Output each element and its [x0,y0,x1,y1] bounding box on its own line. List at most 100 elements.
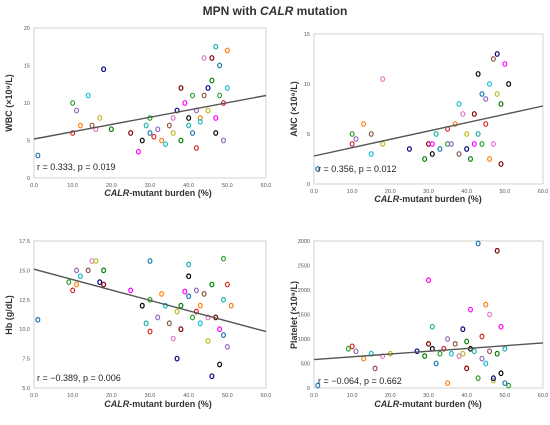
data-point [209,55,215,61]
regression-line [313,342,544,361]
y-tick-label: 0 [27,176,30,182]
data-point [174,308,180,315]
data-point [178,326,184,333]
data-point [70,287,76,294]
data-point [498,323,504,330]
data-point [487,156,493,162]
x-tick-label: 50.0 [222,183,233,189]
data-point [197,115,203,121]
data-point [77,273,83,280]
data-point [85,92,91,99]
regression-line [33,268,267,333]
data-point [228,302,234,309]
y-tick-label: 10 [304,82,310,88]
data-point [108,126,114,133]
data-point [433,131,439,137]
data-point [429,323,435,330]
data-point [464,146,470,152]
data-point [315,166,321,172]
data-point [353,136,359,142]
plot-frame [313,240,544,389]
data-point [101,281,107,288]
data-point [220,296,226,303]
data-point [498,370,504,377]
data-point [349,131,355,137]
data-point [452,121,458,127]
y-tick-label: 20 [24,26,30,32]
data-point [197,302,203,309]
data-point [147,258,153,264]
data-point [217,361,223,368]
data-point [433,360,439,367]
data-point [74,107,80,114]
title-suffix: mutation [293,4,348,18]
regression-line [313,105,544,157]
data-point [217,326,223,333]
data-point [490,56,496,62]
y-tick-label: 0 [307,386,310,392]
data-point [186,293,192,300]
x-tick-label: 10.0 [347,393,358,399]
x-tick-label: 30.0 [145,393,156,399]
data-point [170,335,176,342]
data-point [471,111,477,117]
data-point [186,122,192,129]
data-point [494,247,500,254]
y-tick-label: 0 [307,182,310,188]
data-point [224,85,230,91]
x-tick-label: 10.0 [347,189,358,195]
x-tick-label: 30.0 [423,189,434,195]
x-tick-label: 30.0 [145,183,156,189]
y-tick-label: 500 [301,362,310,368]
correlation-annotation: r = 0.356, p = 0.012 [318,164,397,174]
y-axis-label: WBC (×10⁹/L) [4,74,14,132]
x-tick-label: 20.0 [106,183,117,189]
y-tick-label: 1500 [298,313,310,319]
x-tick-label: 40.0 [183,183,194,189]
data-point [437,350,443,357]
data-point [464,338,470,345]
data-point [201,55,207,61]
data-point [159,137,165,144]
y-tick-label: 3000 [298,239,310,245]
x-axis-label: CALR-mutant burden (%) [104,399,212,409]
data-point [479,355,485,362]
x-tick-label: 20.0 [106,393,117,399]
data-point [128,287,134,294]
data-point [475,375,481,382]
x-axis-label: CALR-mutant burden (%) [104,188,212,198]
x-axis-label: CALR-mutant burden (%) [374,194,482,204]
data-point [487,81,493,87]
data-point [448,141,454,147]
data-point [217,62,223,69]
data-point [186,261,192,268]
data-point [380,76,386,82]
data-point [35,316,41,323]
data-point [490,141,496,147]
y-tick-label: 2000 [298,288,310,294]
data-point [345,345,351,352]
data-point [502,61,508,67]
data-point [205,85,211,91]
plot-frame [33,27,267,179]
data-point [213,43,219,50]
scatter-panel-2: 0.0 10.0 20.0 30.0 40.0 50.0 60.0 0 5 10 15 r = 0.3… [289,32,548,204]
data-point [170,130,176,136]
data-point [353,348,359,355]
data-point [97,115,103,121]
y-tick-label: 15 [24,64,30,70]
y-tick-label: 5 [307,132,310,138]
x-tick-label: 20.0 [385,393,396,399]
x-tick-label: 40.0 [461,393,472,399]
x-tick-label: 10.0 [67,393,78,399]
scatter-panel-4: 0.0 10.0 20.0 30.0 40.0 50.0 60.0 0 500 1000 1500 2… [289,239,548,409]
data-point [143,122,149,129]
data-point [406,146,412,152]
data-point [178,85,184,91]
data-point [166,122,172,129]
data-point [502,380,508,387]
data-point [437,146,443,152]
data-point [205,314,211,321]
y-tick-label: 12.5 [19,298,30,304]
data-point [186,273,192,280]
